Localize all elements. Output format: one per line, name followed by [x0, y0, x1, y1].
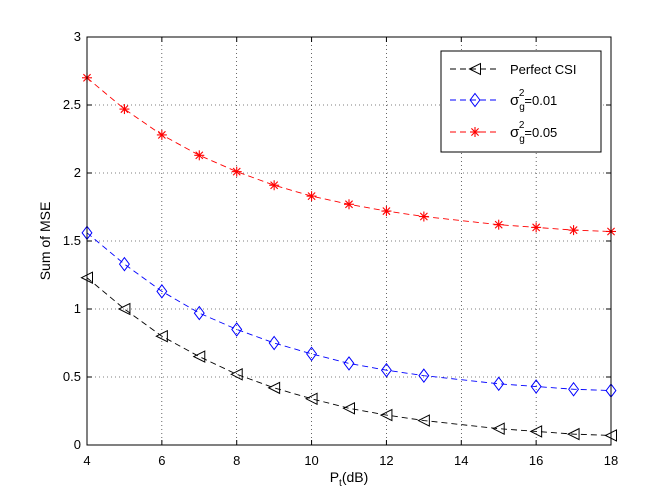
legend-box: [440, 50, 602, 153]
data-point: [306, 191, 317, 202]
legend-marker: [470, 127, 480, 137]
grid: [87, 37, 611, 445]
data-point: [230, 367, 243, 381]
data-point: [267, 381, 281, 395]
data-point: [418, 211, 429, 222]
x-tick-label: 18: [604, 453, 618, 468]
legend-sigma-superscript: 2: [519, 120, 525, 131]
legend-entry-perfect-csi: Perfect CSI: [510, 62, 576, 77]
data-point: [118, 256, 130, 272]
legend-sigma-subscript: g: [519, 134, 525, 145]
data-point: [379, 408, 393, 422]
x-tick-label: 10: [304, 453, 318, 468]
data-point: [306, 346, 318, 362]
legend: Perfect CSI σg2=0.01 σg2=0.05: [440, 50, 602, 153]
x-tick-label: 16: [529, 453, 543, 468]
data-point: [268, 335, 280, 351]
x-axis-label-subscript: t: [339, 478, 342, 489]
y-tick-label: 0: [74, 437, 81, 452]
x-axis-label: Pt(dB): [330, 469, 369, 489]
data-point: [568, 225, 579, 236]
data-point: [342, 401, 355, 415]
x-tick-label: 6: [158, 453, 165, 468]
x-tick-label: 12: [379, 453, 393, 468]
data-point: [531, 222, 542, 233]
y-tick-label: 0.5: [63, 369, 81, 384]
x-tick-label: 8: [233, 453, 240, 468]
series-line: [86, 277, 612, 436]
data-point: [493, 219, 504, 230]
y-tick-label: 2: [74, 165, 81, 180]
series-line: [86, 232, 612, 392]
data-point: [231, 166, 242, 177]
legend-entry-sigma-001: σg 2=0.01: [510, 88, 557, 113]
legend-sigma-symbol: σ: [510, 92, 520, 109]
y-tick-label: 3: [74, 29, 81, 44]
data-point: [493, 376, 505, 392]
data-point: [117, 302, 131, 316]
data-point: [269, 180, 280, 191]
data-point: [343, 356, 355, 371]
x-tick-label: 14: [454, 453, 468, 468]
data-point: [417, 414, 430, 427]
data-point: [119, 104, 130, 115]
x-axis-label-base: P: [330, 469, 339, 485]
legend-sigma-symbol: σ: [510, 124, 520, 141]
data-point: [304, 392, 318, 406]
legend-marker: [468, 62, 481, 76]
legend-sigma-subscript: g: [519, 102, 525, 113]
data-point: [156, 129, 167, 140]
data-point: [156, 283, 168, 299]
data-point: [381, 206, 392, 217]
legend-sigma-superscript: 2: [519, 88, 525, 99]
y-tick-label: 1.5: [63, 233, 81, 248]
data-point: [194, 150, 205, 161]
legend-sigma-value: =0.01: [524, 93, 557, 108]
data-point: [231, 322, 243, 337]
x-tick-label: 4: [83, 453, 90, 468]
data-point: [418, 368, 430, 383]
data-point: [192, 350, 206, 363]
data-point: [566, 427, 580, 441]
data-point: [155, 329, 168, 343]
data-point: [193, 305, 205, 321]
series-line: [86, 77, 612, 232]
legend-sigma-value: =0.05: [524, 125, 557, 140]
y-tick-label: 1: [74, 301, 81, 316]
data-point: [492, 422, 505, 435]
legend-entry-sigma-005: σg 2=0.05: [510, 120, 557, 145]
data-point: [530, 379, 542, 394]
y-axis-label: Sum of MSE: [37, 202, 53, 281]
data-point: [344, 199, 354, 210]
data-point: [568, 381, 580, 397]
legend-marker: [469, 92, 481, 108]
y-tick-label: 2.5: [63, 97, 81, 112]
series-2: [82, 72, 616, 237]
axis-ticks: 4 6 8 10 12 14 16 18 0 0.5 1 1.5 2 2.5 3: [63, 29, 618, 468]
data-point: [380, 362, 392, 378]
x-axis-label-unit: (dB): [342, 469, 368, 485]
data-point: [529, 425, 543, 438]
